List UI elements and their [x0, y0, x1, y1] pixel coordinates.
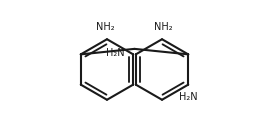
- Text: H₂N: H₂N: [179, 92, 197, 102]
- Text: NH₂: NH₂: [96, 22, 115, 32]
- Text: H₂N: H₂N: [106, 48, 125, 58]
- Text: NH₂: NH₂: [154, 22, 173, 32]
